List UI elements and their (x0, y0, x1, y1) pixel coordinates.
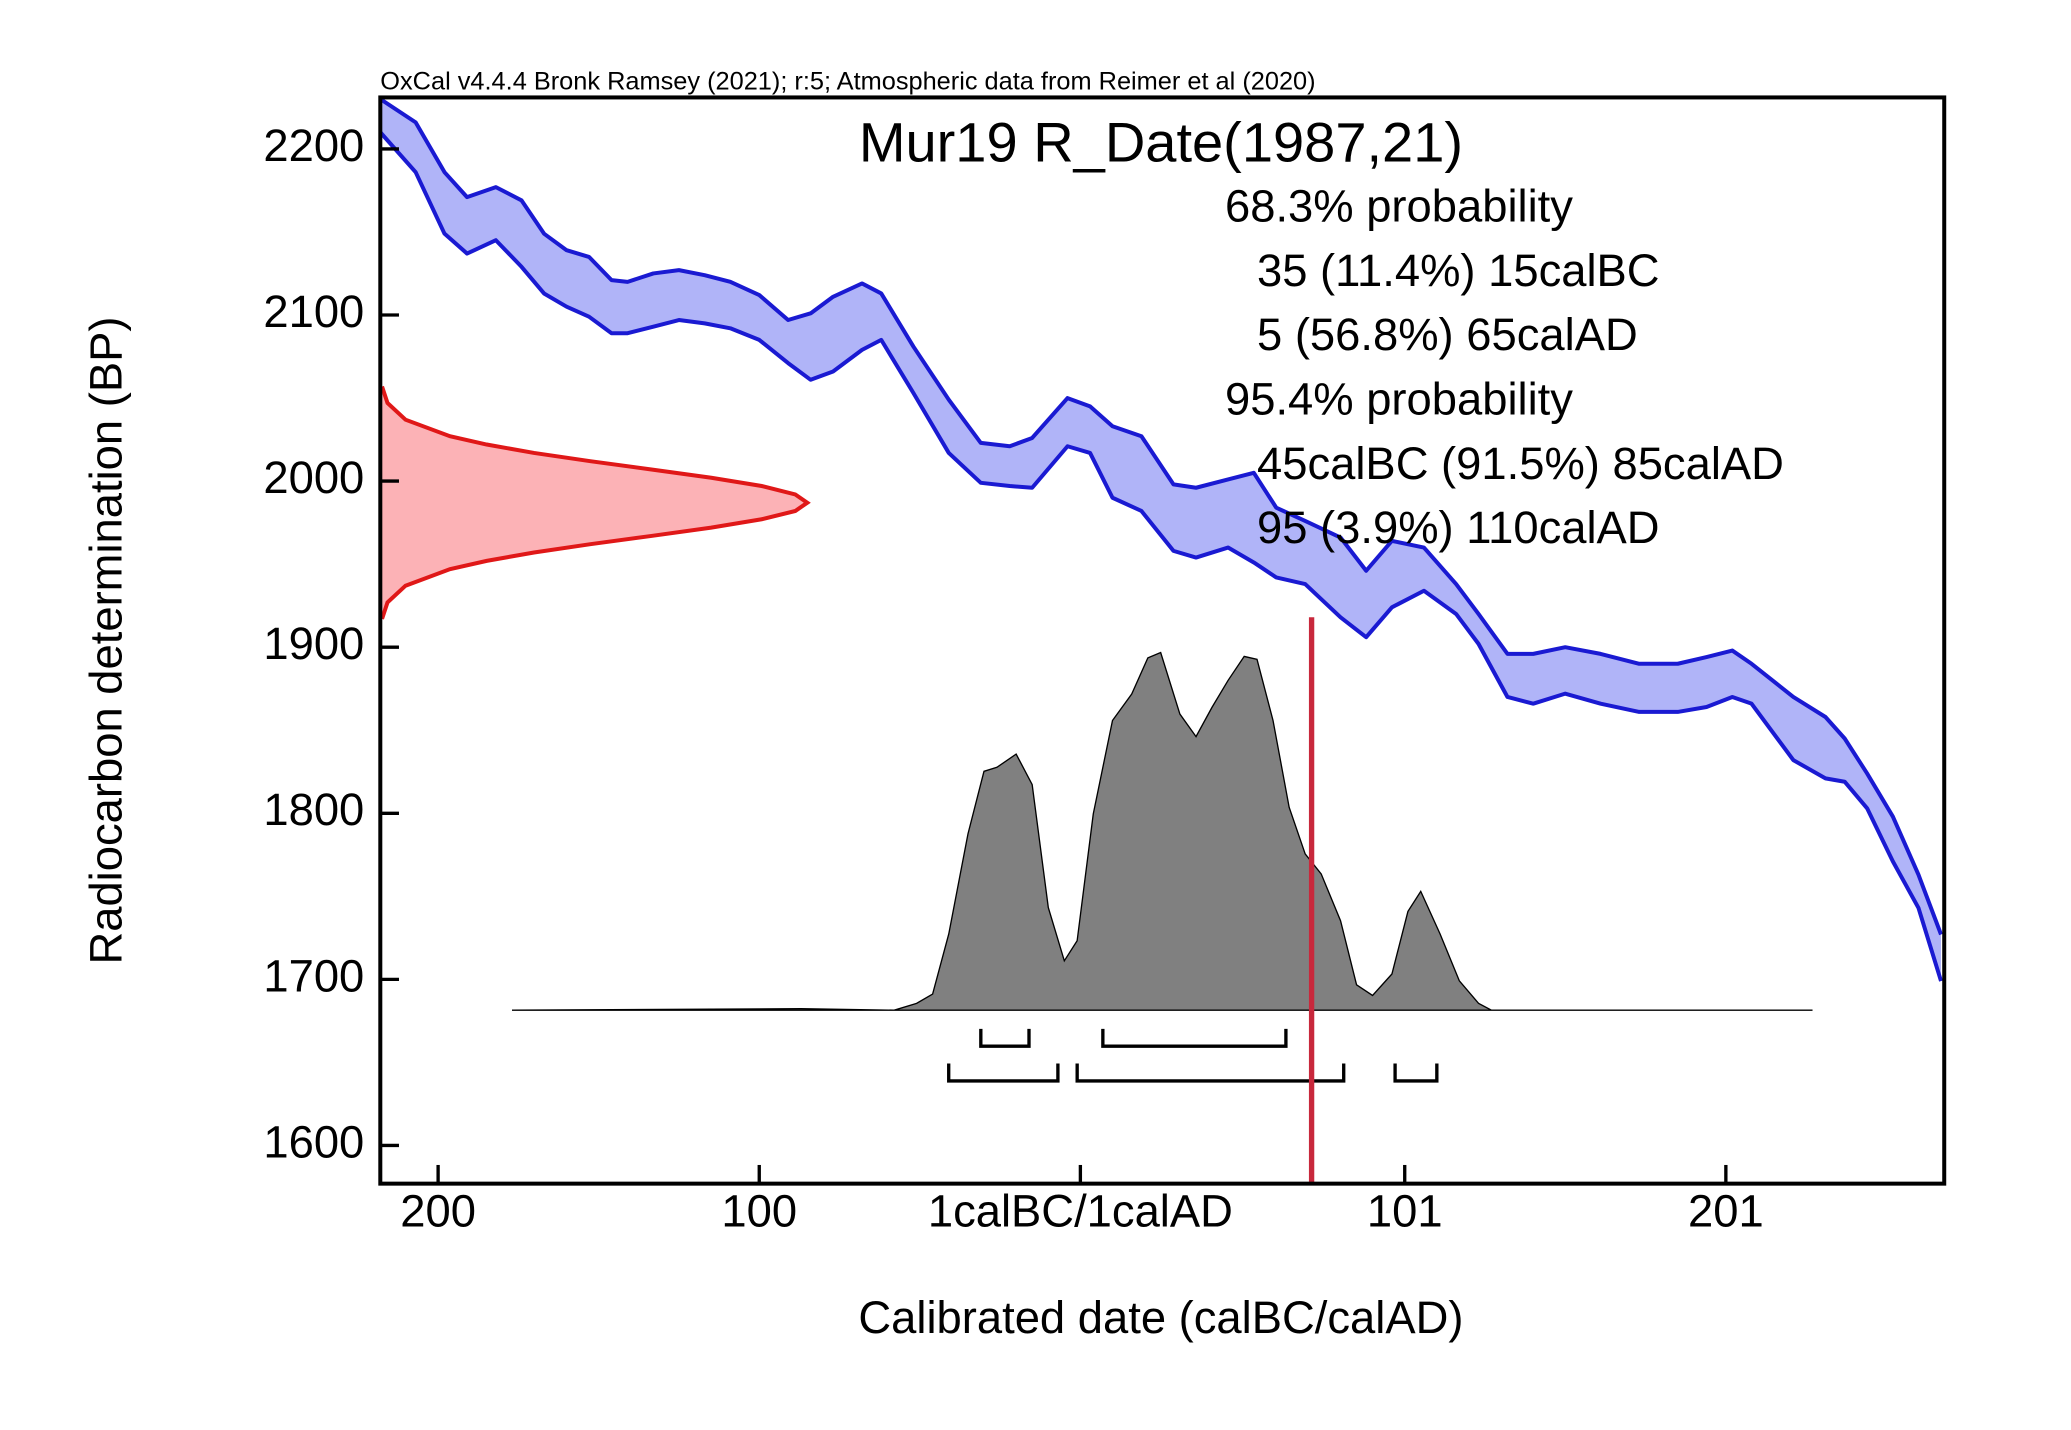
range-bracket (1075, 1063, 1346, 1083)
measurement-line (380, 385, 811, 620)
y-tick-label: 1800 (263, 784, 364, 835)
y-axis-label: Radiocarbon determination (BP) (80, 317, 131, 965)
range-bracket (1393, 1063, 1439, 1083)
summary-line: 68.3% probability (1225, 181, 1573, 232)
calibration-upper (380, 97, 1943, 936)
posterior-area (512, 651, 1813, 1011)
y-tick-label: 1700 (263, 950, 364, 1001)
chart-title: Mur19 R_Date(1987,21) (859, 111, 1463, 174)
y-tick-label: 1900 (263, 618, 364, 669)
y-tick-label: 2000 (263, 452, 364, 503)
summary-line: 45calBC (91.5%) 85calAD (1257, 438, 1784, 489)
measurement-area (380, 386, 808, 619)
summary-line: 5 (56.8%) 65calAD (1257, 309, 1638, 360)
range-bracket (947, 1063, 1060, 1083)
y-tick-label: 2200 (263, 120, 364, 171)
x-tick-label: 200 (400, 1185, 476, 1236)
summary-line: 35 (11.4%) 15calBC (1257, 245, 1660, 296)
overlay: 1600 1700 1800 1900 2000 2100 2200 200 100 1calBC… (263, 95, 1947, 1236)
range-bracket (1101, 1028, 1288, 1048)
calibration-lower (380, 130, 1943, 982)
caption: OxCal v4.4.4 Bronk Ramsey (2021); r:5; A… (380, 67, 1315, 95)
calibration-band (380, 99, 1942, 982)
summary-line: 95.4% probability (1225, 373, 1573, 424)
range-bracket (979, 1028, 1031, 1048)
plot-area (380, 97, 1943, 1184)
x-tick-label: 1calBC/1calAD (928, 1185, 1233, 1236)
x-tick-label: 101 (1367, 1185, 1443, 1236)
y-tick-label: 2100 (263, 286, 364, 337)
y-tick-label: 1600 (263, 1116, 364, 1167)
x-tick-label: 100 (721, 1185, 797, 1236)
plot-frame (378, 95, 1947, 1186)
x-tick-label: 201 (1688, 1185, 1764, 1236)
x-axis-label: Calibrated date (calBC/calAD) (858, 1292, 1463, 1343)
summary-line: 95 (3.9%) 110calAD (1257, 502, 1660, 553)
